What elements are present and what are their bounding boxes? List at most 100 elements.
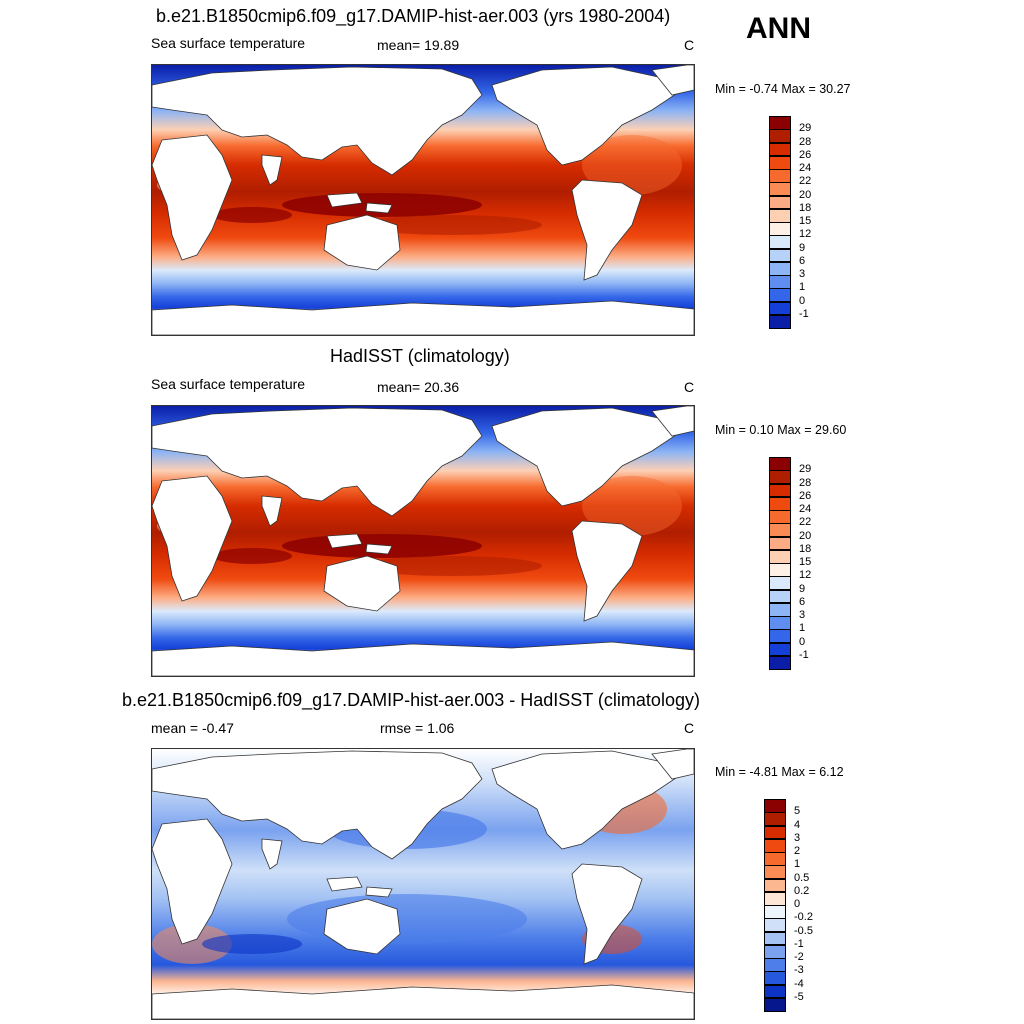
colorbar-tick-label: 0 bbox=[799, 294, 806, 307]
colorbar-swatch bbox=[764, 971, 786, 986]
colorbar-swatch bbox=[769, 563, 791, 577]
colorbar-swatch bbox=[769, 496, 791, 511]
colorbar-swatch bbox=[769, 116, 791, 130]
colorbar-swatch bbox=[769, 275, 791, 289]
colorbar-tick-label: 0.2 bbox=[794, 884, 810, 897]
colorbar-tick-label: 3 bbox=[799, 609, 806, 621]
colorbar-tick-label: 0 bbox=[799, 635, 806, 648]
colorbar-tick-label: -2 bbox=[794, 951, 804, 963]
colorbar-tick-label: 18 bbox=[799, 542, 812, 555]
panel-1-variable-label: Sea surface temperature bbox=[151, 35, 306, 51]
colorbar-tick-label: -1 bbox=[799, 307, 809, 320]
colorbar-tick-label: 3 bbox=[799, 268, 806, 280]
colorbar-swatch bbox=[769, 182, 791, 197]
panel-3-units: C bbox=[684, 720, 695, 736]
colorbar-tick-label: -0.5 bbox=[794, 924, 813, 937]
panel-1-mean-label: mean= 19.89 bbox=[377, 37, 460, 53]
colorbar-tick-label: 12 bbox=[799, 228, 812, 241]
panel-3-colorbar: 5 4 3 2 1 0.5 0.2 0 -0.2 -0.5 -1 -2 -3 -4 -5 bbox=[764, 799, 824, 1012]
panel-1-sst-field bbox=[152, 65, 694, 335]
panel-3-map bbox=[151, 748, 695, 1020]
colorbar-swatch bbox=[769, 629, 791, 644]
colorbar-swatch bbox=[764, 944, 786, 959]
panel-2-sst-field bbox=[152, 406, 694, 676]
colorbar-tick-label: 29 bbox=[799, 122, 812, 135]
colorbar-swatch bbox=[769, 510, 791, 524]
colorbar-tick-label: 12 bbox=[799, 569, 812, 582]
panel-1-minmax: Min = -0.74 Max = 30.27 bbox=[715, 82, 851, 96]
colorbar-tick-label: 1 bbox=[799, 281, 806, 294]
colorbar-swatch bbox=[769, 208, 791, 223]
colorbar-swatch bbox=[764, 799, 786, 813]
colorbar-tick-label: -1 bbox=[794, 937, 804, 950]
colorbar-tick-label: 28 bbox=[799, 135, 812, 148]
colorbar-tick-label: 26 bbox=[799, 489, 812, 502]
colorbar-swatch bbox=[769, 301, 791, 316]
colorbar-swatch bbox=[769, 536, 791, 551]
colorbar-swatch bbox=[764, 931, 786, 946]
colorbar-swatch bbox=[769, 457, 791, 471]
colorbar-swatch bbox=[769, 142, 791, 157]
colorbar-tick-label: 20 bbox=[799, 529, 812, 542]
colorbar-tick-label: -0.2 bbox=[794, 911, 813, 924]
colorbar-swatch bbox=[769, 470, 791, 485]
colorbar-swatch bbox=[769, 655, 791, 670]
colorbar-tick-label: 1 bbox=[799, 622, 806, 635]
colorbar-tick-label: 26 bbox=[799, 148, 812, 161]
colorbar-swatch bbox=[769, 235, 791, 250]
colorbar-swatch bbox=[764, 905, 786, 919]
colorbar-tick-label: 20 bbox=[799, 188, 812, 201]
panel-3-diff-field bbox=[152, 749, 694, 1019]
colorbar-tick-label: 24 bbox=[799, 162, 812, 174]
colorbar-tick-label: -3 bbox=[794, 964, 804, 977]
colorbar-tick-label: -5 bbox=[794, 990, 804, 1003]
colorbar-tick-label: 1 bbox=[794, 858, 801, 871]
colorbar-swatch bbox=[769, 129, 791, 144]
colorbar-tick-label: 6 bbox=[799, 595, 806, 608]
colorbar-tick-label: -1 bbox=[799, 648, 809, 661]
colorbar-tick-label: 24 bbox=[799, 503, 812, 515]
colorbar-tick-label: 0.5 bbox=[794, 871, 810, 884]
colorbar-tick-label: 18 bbox=[799, 201, 812, 214]
colorbar-tick-label: 6 bbox=[799, 254, 806, 267]
colorbar-tick-label: 29 bbox=[799, 463, 812, 476]
colorbar-tick-label: 5 bbox=[794, 805, 801, 818]
colorbar-tick-label: 9 bbox=[799, 582, 806, 595]
panel-3-mean-label: mean = -0.47 bbox=[151, 720, 234, 736]
colorbar-swatch bbox=[764, 958, 786, 972]
colorbar-swatch bbox=[769, 523, 791, 538]
colorbar-swatch bbox=[769, 248, 791, 263]
panel-1-colorbar: 29 28 26 24 22 20 18 15 12 9 6 3 1 0 -1 bbox=[769, 116, 829, 329]
colorbar-swatch bbox=[769, 616, 791, 630]
colorbar-swatch bbox=[769, 589, 791, 604]
colorbar-swatch bbox=[764, 997, 786, 1012]
colorbar-swatch bbox=[764, 891, 786, 906]
colorbar-swatch bbox=[764, 852, 786, 866]
colorbar-swatch bbox=[764, 878, 786, 893]
colorbar-swatch bbox=[764, 812, 786, 827]
colorbar-swatch bbox=[769, 169, 791, 183]
colorbar-tick-label: 15 bbox=[799, 215, 812, 227]
colorbar-tick-label: 3 bbox=[794, 831, 801, 844]
colorbar-swatch bbox=[769, 155, 791, 170]
panel-2-variable-label: Sea surface temperature bbox=[151, 376, 306, 392]
colorbar-swatch bbox=[764, 825, 786, 840]
colorbar-tick-label: 9 bbox=[799, 241, 806, 254]
colorbar-swatch bbox=[764, 918, 786, 933]
panel-3-minmax: Min = -4.81 Max = 6.12 bbox=[715, 765, 844, 779]
colorbar-swatch bbox=[769, 222, 791, 236]
panel-2-map bbox=[151, 405, 695, 677]
colorbar-swatch bbox=[769, 642, 791, 657]
panel-2-colorbar: 29 28 26 24 22 20 18 15 12 9 6 3 1 0 -1 bbox=[769, 457, 829, 670]
panel-2-title: HadISST (climatology) bbox=[330, 346, 510, 366]
colorbar-swatch bbox=[764, 865, 786, 880]
colorbar-tick-label: 28 bbox=[799, 476, 812, 489]
colorbar-tick-label: 4 bbox=[794, 818, 801, 831]
colorbar-tick-label: 0 bbox=[794, 898, 801, 910]
colorbar-swatch bbox=[764, 984, 786, 999]
colorbar-tick-label: 22 bbox=[799, 175, 812, 188]
colorbar-swatch bbox=[764, 838, 786, 853]
colorbar-swatch bbox=[769, 288, 791, 303]
colorbar-tick-label: -4 bbox=[794, 977, 804, 990]
colorbar-swatch bbox=[769, 576, 791, 591]
